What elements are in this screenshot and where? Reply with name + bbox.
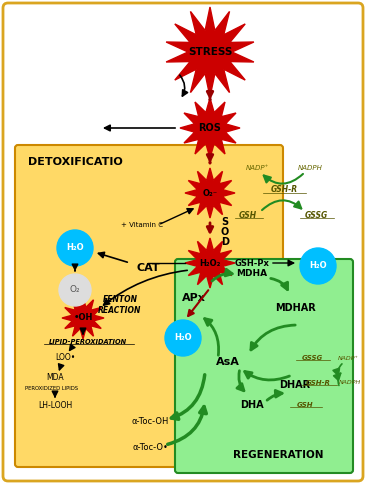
FancyBboxPatch shape xyxy=(3,3,363,481)
Text: GSH-R: GSH-R xyxy=(306,380,330,386)
Text: MDHA: MDHA xyxy=(236,269,268,277)
Text: PEROXIDIZED LIPIDS: PEROXIDIZED LIPIDS xyxy=(26,385,79,391)
Text: GSH-R: GSH-R xyxy=(270,185,298,195)
Text: O₂: O₂ xyxy=(70,286,80,294)
Text: CAT: CAT xyxy=(136,263,160,273)
Circle shape xyxy=(57,230,93,266)
Text: DHAR: DHAR xyxy=(279,380,311,390)
Text: LIPID-PEROXIDATION: LIPID-PEROXIDATION xyxy=(49,339,127,345)
Text: GSSG: GSSG xyxy=(305,211,328,220)
Text: + Vitamin C: + Vitamin C xyxy=(121,222,163,228)
Text: S: S xyxy=(221,217,228,227)
Polygon shape xyxy=(185,168,235,218)
Text: GSH: GSH xyxy=(239,211,257,220)
Polygon shape xyxy=(166,7,254,97)
Text: AsA: AsA xyxy=(216,357,240,367)
Circle shape xyxy=(165,320,201,356)
Circle shape xyxy=(300,248,336,284)
Text: O₂⁻: O₂⁻ xyxy=(202,188,217,197)
Polygon shape xyxy=(180,98,240,158)
Text: ROS: ROS xyxy=(199,123,221,133)
Text: MDA: MDA xyxy=(46,374,64,382)
Text: D: D xyxy=(221,237,229,247)
Text: α-Toc-OH: α-Toc-OH xyxy=(131,418,169,426)
Text: DHA: DHA xyxy=(240,400,264,410)
Text: GSH: GSH xyxy=(297,402,313,408)
Text: GSH-Px: GSH-Px xyxy=(235,258,269,268)
Polygon shape xyxy=(185,238,235,288)
Text: DETOXIFICATIO: DETOXIFICATIO xyxy=(28,157,123,167)
Text: MDHAR: MDHAR xyxy=(274,303,315,313)
Polygon shape xyxy=(62,297,104,339)
Circle shape xyxy=(59,274,91,306)
Text: •OH: •OH xyxy=(73,314,93,322)
Text: O: O xyxy=(221,227,229,237)
Text: NADP⁺: NADP⁺ xyxy=(337,356,358,361)
Text: H₂O₂: H₂O₂ xyxy=(199,258,221,268)
Text: APx: APx xyxy=(182,293,206,303)
Text: NADPH: NADPH xyxy=(339,380,361,385)
Text: H₂O: H₂O xyxy=(174,333,192,343)
Text: LH-LOOH: LH-LOOH xyxy=(38,400,72,409)
Text: REGENERATION: REGENERATION xyxy=(233,450,323,460)
Text: NADP⁺: NADP⁺ xyxy=(246,165,270,171)
Text: STRESS: STRESS xyxy=(188,47,232,57)
Text: α-Toc-O•: α-Toc-O• xyxy=(132,442,168,452)
Text: FENTON
REACTION: FENTON REACTION xyxy=(98,295,142,315)
Text: H₂O: H₂O xyxy=(309,261,327,271)
FancyBboxPatch shape xyxy=(175,259,353,473)
Text: LOO•: LOO• xyxy=(55,353,75,363)
Text: GSSG: GSSG xyxy=(301,355,322,361)
Text: NADPH: NADPH xyxy=(298,165,322,171)
Text: H₂O: H₂O xyxy=(66,243,84,253)
FancyBboxPatch shape xyxy=(15,145,283,467)
